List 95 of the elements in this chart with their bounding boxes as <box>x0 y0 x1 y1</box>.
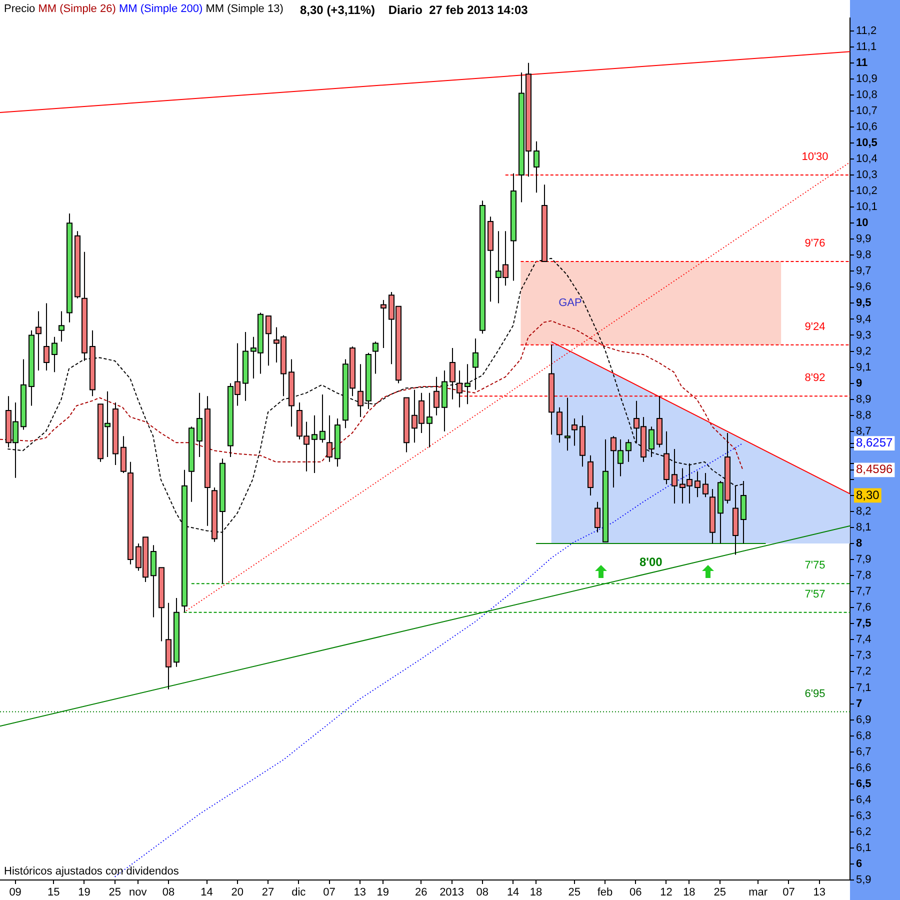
y-tick-label: 9,8 <box>856 249 872 262</box>
y-tick-label: 9,4 <box>856 313 872 326</box>
y-tick-label: 11,1 <box>856 40 877 53</box>
x-tick-label: 14 <box>200 886 213 899</box>
x-tick-label: 14 <box>506 886 520 899</box>
y-tick-label: 9,2 <box>856 345 872 358</box>
x-tick-label: 18 <box>683 886 696 899</box>
x-tick-label: 08 <box>476 886 489 899</box>
y-tick-label: 8,30 <box>856 488 880 502</box>
x-tick-label: 19 <box>376 886 390 899</box>
y-tick-label: 7,1 <box>856 682 872 694</box>
legend-title: Precio <box>4 3 36 15</box>
x-tick-label: 19 <box>78 886 90 899</box>
x-tick-label: 26 <box>415 886 428 899</box>
x-tick-label: 07 <box>782 886 795 899</box>
text: MM (Simple 13) <box>206 3 284 15</box>
annotation: GAP <box>558 297 582 310</box>
y-tick-label: 10,9 <box>856 72 878 85</box>
x-tick-label: nov <box>128 886 148 899</box>
x-tick-label: 08 <box>162 886 175 899</box>
y-tick-label: 9,6 <box>856 281 872 294</box>
x-tick-label: 18 <box>530 886 542 899</box>
y-tick-label: 10,3 <box>856 169 878 182</box>
text: MM (Simple 26) <box>38 3 117 15</box>
y-tick-label: 7,5 <box>856 618 872 630</box>
y-tick-label: 11 <box>856 56 868 69</box>
x-tick-label: 12 <box>660 886 672 899</box>
y-tick-label: 10 <box>856 217 868 230</box>
y-tick-label: 8,8 <box>856 409 872 422</box>
x-tick-label: 09 <box>9 886 22 899</box>
y-tick-label: 7,7 <box>856 586 872 598</box>
x-tick-label: feb <box>597 886 613 899</box>
y-tick-label: 7,2 <box>856 666 872 678</box>
y-tick-label: 7,8 <box>856 570 872 582</box>
y-tick-label: 10,7 <box>856 104 878 117</box>
y-tick-label: 7 <box>856 698 862 710</box>
annotation: Históricos ajustados con dividendos <box>4 866 180 878</box>
x-tick-label: mar <box>748 886 768 899</box>
annotation: 6'95 <box>804 688 826 700</box>
y-tick-label: 9,5 <box>856 297 872 310</box>
y-tick-label: 8,2 <box>856 506 872 518</box>
annotation: 7'57 <box>804 588 826 600</box>
x-tick-label: 25 <box>714 886 726 899</box>
y-tick-label: 7,9 <box>856 554 872 566</box>
x-tick-label: 25 <box>568 886 580 899</box>
x-tick-label: 2013 <box>440 886 464 899</box>
y-tick-label: 7,6 <box>856 602 872 614</box>
y-tick-label: 9,3 <box>856 329 872 342</box>
y-tick-label: 9,9 <box>856 233 872 246</box>
y-tick-label: 7,3 <box>856 650 872 662</box>
x-tick-label: 13 <box>354 886 366 899</box>
y-tick-label: 6 <box>856 858 862 870</box>
y-tick-label: 8 <box>856 538 862 550</box>
x-tick-label: 25 <box>108 886 121 899</box>
x-tick-label: 07 <box>323 886 336 899</box>
y-tick-label: 8,6257 <box>856 436 894 450</box>
y-tick-label: 8,7 <box>856 425 872 438</box>
y-tick-label: 6,1 <box>856 842 872 854</box>
annotation: 7'75 <box>804 560 826 572</box>
x-tick-label: 27 <box>262 886 274 899</box>
y-tick-label: 6,2 <box>856 826 872 838</box>
chart-title: 8,30 (+3,11%) Diario 27 feb 2013 14:03 <box>300 3 528 17</box>
y-tick-label: 10,2 <box>856 185 878 198</box>
y-tick-label: 10,6 <box>856 120 878 133</box>
y-tick-label: 7,4 <box>856 634 872 646</box>
annotation: 8'00 <box>639 554 663 569</box>
y-tick-label: 6,4 <box>856 794 872 806</box>
y-tick-label: 11,2 <box>856 24 877 37</box>
annotation: 10'30 <box>802 151 828 164</box>
x-tick-label: 06 <box>629 886 642 899</box>
annotation: 9'24 <box>804 320 826 333</box>
y-tick-label: 6,7 <box>856 746 872 758</box>
y-tick-label: 9 <box>856 377 862 390</box>
annotation: 8'92 <box>804 372 826 384</box>
y-tick-label: 10,5 <box>856 137 878 150</box>
y-tick-label: 5,9 <box>856 874 872 886</box>
y-tick-label: 6,9 <box>856 714 872 726</box>
y-tick-label: 6,3 <box>856 810 872 822</box>
text: MM (Simple 200) <box>118 3 204 15</box>
x-tick-label: 20 <box>231 886 244 899</box>
y-tick-label: 6,8 <box>856 730 872 742</box>
y-tick-label: 8,4596 <box>856 462 894 476</box>
y-tick-label: 10,4 <box>856 153 878 166</box>
y-tick-label: 6,6 <box>856 762 872 774</box>
annotation: 9'76 <box>804 238 826 250</box>
y-tick-label: 10,1 <box>856 201 878 214</box>
x-tick-label: dic <box>292 886 306 899</box>
x-tick-label: 13 <box>813 886 826 899</box>
y-tick-label: 8,1 <box>856 522 872 534</box>
y-tick-label: 8,9 <box>856 393 872 406</box>
x-tick-label: 15 <box>47 886 60 899</box>
y-tick-label: 9,7 <box>856 265 872 278</box>
y-tick-label: 9,1 <box>856 361 872 374</box>
y-tick-label: 6,5 <box>856 778 872 790</box>
y-tick-label: 10,8 <box>856 88 878 101</box>
